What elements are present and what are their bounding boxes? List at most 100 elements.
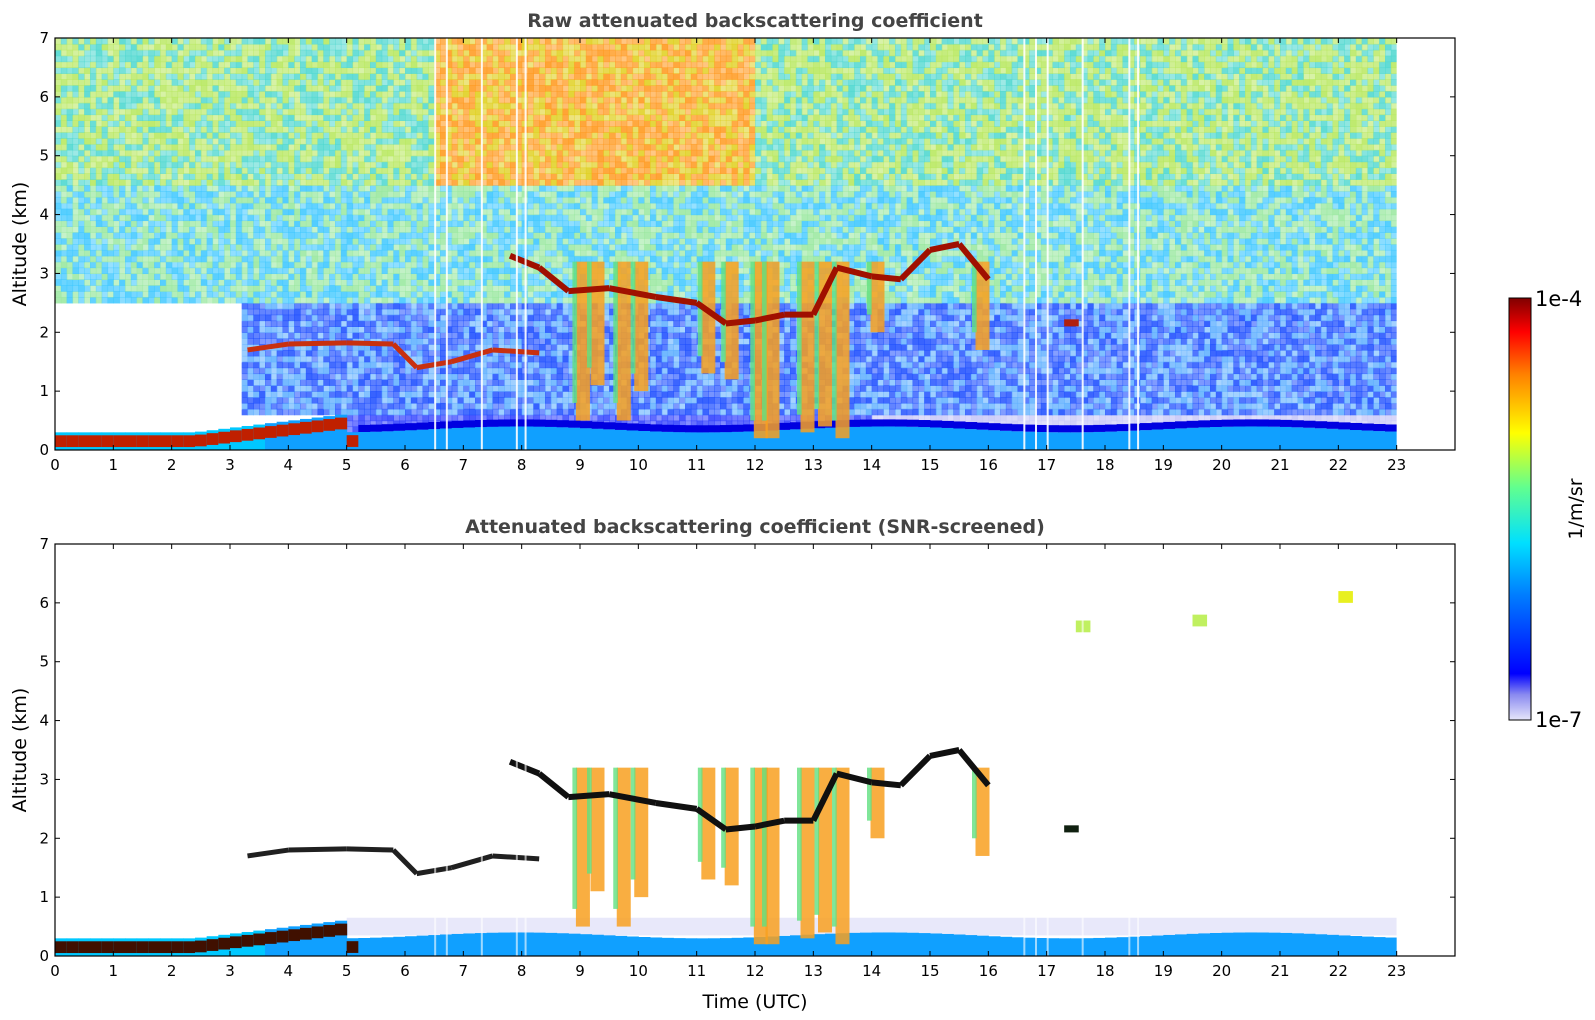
- noise-cell: [399, 320, 406, 327]
- noise-cell: [270, 391, 278, 398]
- noise-cell: [1274, 373, 1281, 380]
- noise-cell: [924, 367, 931, 375]
- noise-cell: [101, 373, 109, 380]
- noise-cell: [154, 397, 161, 404]
- noise-cell: [253, 367, 260, 375]
- noise-cell: [1227, 361, 1234, 369]
- noise-cell: [434, 402, 441, 410]
- noise-cell: [1070, 391, 1077, 398]
- noise-cell: [1122, 355, 1129, 363]
- noise-cell: [1000, 414, 1007, 422]
- noise-cell: [510, 332, 517, 339]
- noise-cell: [119, 344, 126, 351]
- noise-cell: [183, 414, 190, 422]
- noise-cell: [1075, 361, 1083, 369]
- noise-cell: [1338, 361, 1345, 369]
- noise-cell: [393, 379, 400, 386]
- noise-cell: [510, 402, 517, 410]
- noise-cell: [1355, 402, 1363, 410]
- noise-cell: [1245, 355, 1252, 363]
- noise-cell: [230, 361, 237, 369]
- noise-cell: [661, 385, 669, 392]
- noise-cell: [1122, 349, 1129, 357]
- noise-cell: [504, 361, 511, 369]
- noise-cell: [731, 414, 739, 422]
- noise-cell: [305, 373, 313, 380]
- noise-cell: [224, 344, 231, 351]
- noise-cell: [1198, 338, 1205, 345]
- noise-cell: [387, 408, 394, 416]
- noise-cell: [935, 367, 943, 375]
- noise-cell: [498, 338, 505, 345]
- noise-cell: [282, 391, 289, 398]
- noise-cell: [900, 397, 908, 404]
- noise-cell: [142, 332, 149, 339]
- noise-cell: [346, 355, 354, 363]
- noise-cell: [1052, 361, 1059, 369]
- noise-cell: [107, 355, 114, 363]
- panel-raw-plot: [55, 38, 1455, 450]
- noise-cell: [725, 397, 733, 404]
- noise-cell: [177, 367, 184, 375]
- noise-cell: [200, 338, 208, 345]
- noise-cell: [784, 332, 791, 339]
- noise-cell: [1064, 338, 1071, 345]
- noise-cell: [941, 408, 949, 416]
- noise-cell: [195, 338, 202, 345]
- noise-cell: [300, 355, 307, 363]
- noise-cell: [492, 332, 499, 339]
- noise-cell: [1093, 391, 1100, 398]
- noise-cell: [323, 385, 330, 392]
- noise-cell: [1274, 349, 1281, 357]
- noise-cell: [883, 402, 890, 410]
- noise-cell: [1110, 385, 1118, 392]
- noise-cell: [60, 402, 68, 410]
- noise-cell: [60, 344, 68, 351]
- noise-cell: [562, 385, 569, 392]
- noise-cell: [200, 361, 208, 369]
- noise-cell: [1175, 326, 1182, 333]
- noise-cell: [1385, 414, 1392, 422]
- noise-cell: [778, 402, 785, 410]
- noise-cell: [323, 373, 330, 380]
- noise-cell: [1355, 414, 1363, 422]
- noise-cell: [107, 426, 114, 433]
- noise-cell: [78, 326, 85, 333]
- noise-cell: [364, 355, 371, 363]
- noise-cell: [941, 349, 949, 357]
- noise-cell: [900, 344, 908, 351]
- noise-cell: [55, 385, 62, 392]
- noise-cell: [1210, 408, 1217, 416]
- noise-cell: [1198, 373, 1205, 380]
- noise-cell: [1087, 408, 1094, 416]
- noise-cell: [1192, 338, 1199, 345]
- noise-cell: [148, 397, 155, 404]
- noise-cell: [60, 367, 68, 375]
- noise-cell: [1140, 385, 1147, 392]
- noise-cell: [311, 361, 319, 369]
- noise-cell: [1157, 385, 1164, 392]
- noise-cell: [679, 326, 686, 333]
- noise-cell: [113, 391, 120, 398]
- noise-cell: [1128, 391, 1135, 398]
- noise-cell: [189, 367, 196, 375]
- noise-cell: [177, 349, 184, 357]
- noise-cell: [667, 408, 674, 416]
- noise-cell: [965, 402, 972, 410]
- noise-cell: [399, 408, 406, 416]
- noise-cell: [883, 408, 890, 416]
- noise-cell: [1355, 326, 1363, 333]
- noise-cell: [1291, 414, 1299, 422]
- noise-cell: [1093, 344, 1100, 351]
- noise-cell: [533, 391, 540, 398]
- noise-cell: [1163, 355, 1170, 363]
- noise-cell: [1099, 361, 1106, 369]
- noise-cell: [1070, 397, 1077, 404]
- noise-cell: [329, 326, 336, 333]
- noise-cell: [282, 338, 289, 345]
- noise-cell: [1350, 349, 1357, 357]
- noise-cell: [1285, 367, 1293, 375]
- noise-cell: [235, 355, 243, 363]
- noise-cell: [550, 385, 558, 392]
- noise-cell: [335, 402, 342, 410]
